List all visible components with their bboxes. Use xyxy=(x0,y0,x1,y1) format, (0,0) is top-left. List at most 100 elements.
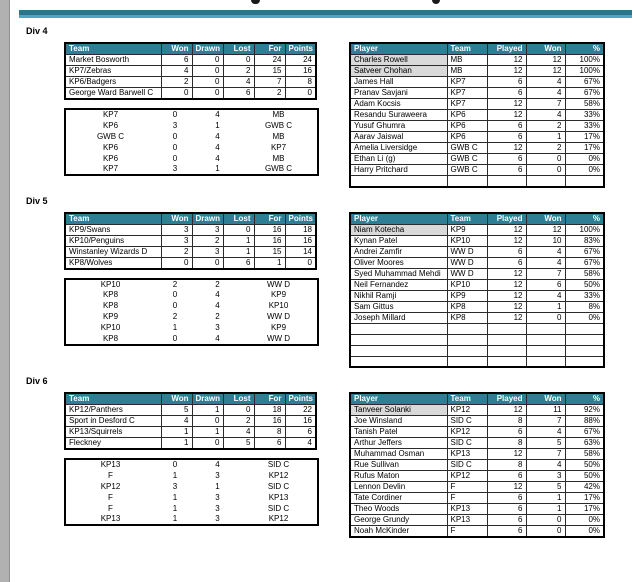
player-team-cell: KP6 xyxy=(446,131,488,143)
standings-drawn-cell: 0 xyxy=(191,87,224,100)
player-pct-cell: 0% xyxy=(564,311,605,324)
standings-points-cell: 22 xyxy=(284,404,317,416)
fixture-row: KP10 2 2 WW D xyxy=(65,279,318,290)
fixture-home-score: 3 xyxy=(172,481,178,491)
standings-lost-cell: 0 xyxy=(222,223,255,236)
player-row: Theo Woods KP13 6 1 17% xyxy=(349,503,605,515)
standings-header-won: Won xyxy=(160,392,193,405)
fixture-home-score: 3 xyxy=(172,120,178,130)
standings-drawn-cell: 0 xyxy=(191,54,224,66)
player-row xyxy=(349,344,605,357)
standings-team-cell: George Ward Barwell C xyxy=(64,87,162,100)
report-page: Div 4 Team Won Drawn Lost For Points xyxy=(11,0,637,538)
player-name-cell xyxy=(349,355,448,368)
player-row: Niam Kotecha KP9 12 12 100% xyxy=(349,223,605,236)
player-team-cell: KP7 xyxy=(446,87,488,99)
fixture-away-team: MB xyxy=(272,131,285,141)
standings-header-team: Team xyxy=(64,392,162,405)
player-team-cell: KP10 xyxy=(446,234,488,247)
accent-band-dark xyxy=(19,10,632,15)
standings-drawn-cell: 1 xyxy=(191,404,224,416)
player-team-cell xyxy=(446,355,488,368)
players-header-won: Won xyxy=(525,42,566,55)
player-team-cell: F xyxy=(446,481,488,493)
fixture-home-team: KP6 xyxy=(102,120,119,130)
player-team-cell: GWB C xyxy=(446,153,488,165)
standings-header-row: Team Won Drawn Lost For Points xyxy=(64,392,317,405)
fixture-home-score: 0 xyxy=(172,142,178,152)
player-pct-cell: 42% xyxy=(564,481,605,493)
standings-table: Team Won Drawn Lost For Points KP9/Swans xyxy=(64,211,317,270)
standings-points-cell: 16 xyxy=(284,234,317,247)
standings-header-lost: Lost xyxy=(222,42,255,55)
player-row: Rue Sullivan SID C 8 4 50% xyxy=(349,459,605,471)
player-team-cell: SID C xyxy=(446,415,488,427)
standings-for-cell: 24 xyxy=(253,54,286,66)
player-pct-cell: 83% xyxy=(564,234,605,247)
player-row: Andrei Zamfir WW D 6 4 67% xyxy=(349,245,605,258)
player-won-cell: 12 xyxy=(525,54,566,66)
standings-points-cell: 0 xyxy=(284,256,317,269)
player-played-cell xyxy=(486,333,527,346)
fixture-row: F 1 3 KP13 xyxy=(65,492,318,503)
player-won-cell: 7 xyxy=(525,415,566,427)
standings-won-cell: 4 xyxy=(160,415,193,427)
standings-won-cell: 3 xyxy=(160,234,193,247)
fixture-away-score: 2 xyxy=(215,312,220,321)
player-pct-cell: 17% xyxy=(564,131,605,143)
player-played-cell: 12 xyxy=(486,54,527,66)
player-name-cell: Muhammad Osman xyxy=(349,448,448,460)
standings-header-points: Points xyxy=(284,42,317,55)
player-won-cell: 7 xyxy=(525,448,566,460)
fixture-home-score: 0 xyxy=(172,301,178,310)
player-won-cell: 2 xyxy=(525,142,566,154)
player-name-cell: Oliver Moores xyxy=(349,256,448,269)
players-header-player: Player xyxy=(349,212,448,225)
player-played-cell: 12 xyxy=(486,234,527,247)
standings-header-for: For xyxy=(253,392,286,405)
fixture-away-score: 2 xyxy=(215,279,220,289)
fixture-home-team: KP6 xyxy=(102,153,119,163)
division-section-div5: Div 5 Team Won Drawn Lost For Points xyxy=(11,196,637,368)
fixture-home-score: 1 xyxy=(172,514,178,523)
player-played-cell: 12 xyxy=(486,289,527,302)
player-team-cell: KP13 xyxy=(446,503,488,515)
player-team-cell xyxy=(446,175,488,187)
player-won-cell: 0 xyxy=(525,164,566,176)
fixture-home-team: KP6 xyxy=(102,142,119,152)
player-team-cell: KP6 xyxy=(446,120,488,132)
standings-team-cell: Market Bosworth xyxy=(64,54,162,66)
players-header-played: Played xyxy=(486,212,527,225)
fixture-away-team: KP12 xyxy=(268,514,289,523)
fixture-row: KP6 0 4 KP7 xyxy=(65,142,318,153)
standings-lost-cell: 6 xyxy=(222,87,255,100)
player-won-cell: 4 xyxy=(525,87,566,99)
standings-table: Team Won Drawn Lost For Points Market Bo xyxy=(64,42,317,100)
player-played-cell: 6 xyxy=(486,426,527,438)
standings-row: Market Bosworth 6 0 0 24 24 xyxy=(64,54,317,66)
player-row: Aarav Jaiswal KP6 6 1 17% xyxy=(349,131,605,143)
standings-row: KP7/Zebras 4 0 2 15 16 xyxy=(64,65,317,77)
fixture-row: KP8 0 4 KP9 xyxy=(65,290,318,301)
player-won-cell: 0 xyxy=(525,514,566,526)
player-team-cell: KP13 xyxy=(446,514,488,526)
standings-row: KP10/Penguins 3 2 1 16 16 xyxy=(64,234,317,247)
player-played-cell: 8 xyxy=(486,459,527,471)
fixture-away-team: WW D xyxy=(266,333,291,343)
player-team-cell: KP6 xyxy=(446,109,488,121)
fixture-away-score: 4 xyxy=(215,333,220,343)
player-pct-cell: 17% xyxy=(564,142,605,154)
title-letter-fragment xyxy=(251,0,260,4)
player-row: Tate Cordiner F 6 1 17% xyxy=(349,492,605,504)
fixture-home-team: KP8 xyxy=(102,333,119,343)
player-pct-cell xyxy=(564,175,605,187)
player-row: Neil Fernandez KP10 12 6 50% xyxy=(349,278,605,291)
player-row: James Hall KP7 6 4 67% xyxy=(349,76,605,88)
standings-drawn-cell: 3 xyxy=(191,223,224,236)
player-row: Noah McKinder F 6 0 0% xyxy=(349,525,605,538)
player-played-cell: 6 xyxy=(486,76,527,88)
player-team-cell: KP10 xyxy=(446,278,488,291)
player-pct-cell: 33% xyxy=(564,289,605,302)
fixture-home-team: KP13 xyxy=(100,460,121,469)
player-played-cell xyxy=(486,175,527,187)
